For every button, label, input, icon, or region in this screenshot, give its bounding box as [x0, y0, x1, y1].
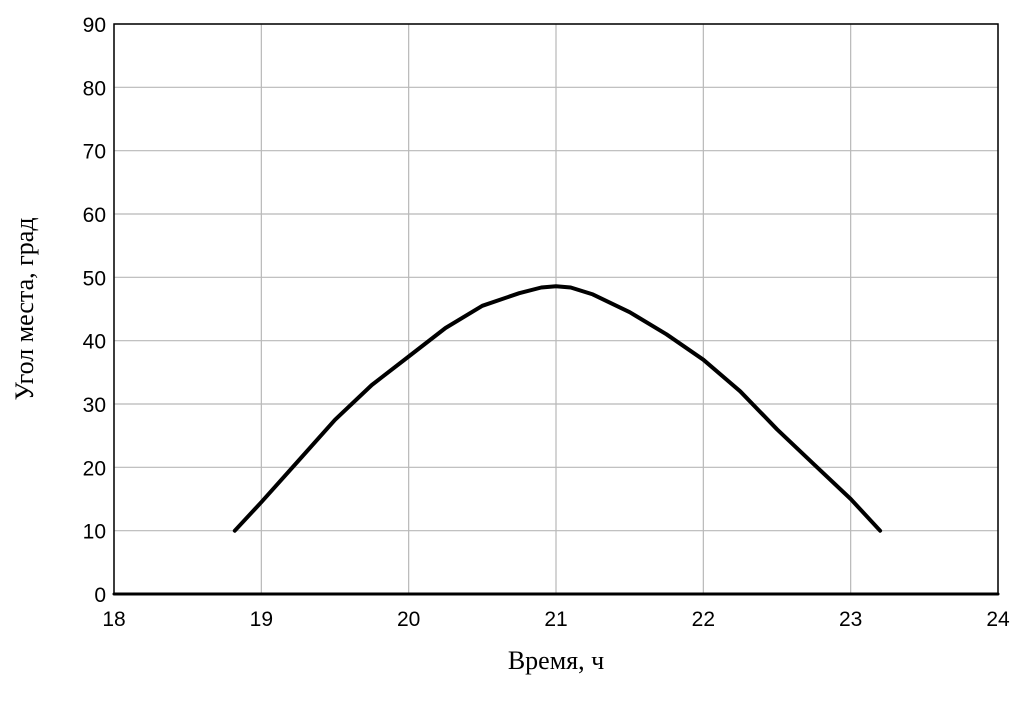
y-tick-label: 80: [83, 77, 106, 100]
y-tick-label: 60: [83, 204, 106, 227]
y-axis-label: Угол места, град: [10, 217, 39, 400]
x-axis-label: Время, ч: [508, 646, 604, 675]
y-tick-label: 90: [83, 14, 106, 37]
y-tick-label: 50: [83, 267, 106, 290]
x-tick-label: 23: [839, 608, 862, 631]
x-tick-label: 20: [397, 608, 420, 631]
y-tick-label: 0: [94, 584, 106, 607]
y-tick-label: 70: [83, 141, 106, 164]
x-tick-labels: 18 19 20 21 22 23 24: [102, 608, 1010, 631]
y-tick-label: 20: [83, 457, 106, 480]
elevation-curve: [235, 286, 880, 531]
y-tick-label: 10: [83, 521, 106, 544]
x-tick-label: 21: [544, 608, 567, 631]
x-tick-label: 18: [102, 608, 125, 631]
y-tick-label: 30: [83, 394, 106, 417]
x-tick-label: 24: [986, 608, 1010, 631]
grid: [114, 24, 998, 594]
x-tick-label: 19: [250, 608, 273, 631]
y-tick-label: 40: [83, 331, 106, 354]
y-tick-labels: 0 10 20 30 40 50 60 70 80 90: [83, 14, 106, 607]
x-tick-label: 22: [692, 608, 715, 631]
